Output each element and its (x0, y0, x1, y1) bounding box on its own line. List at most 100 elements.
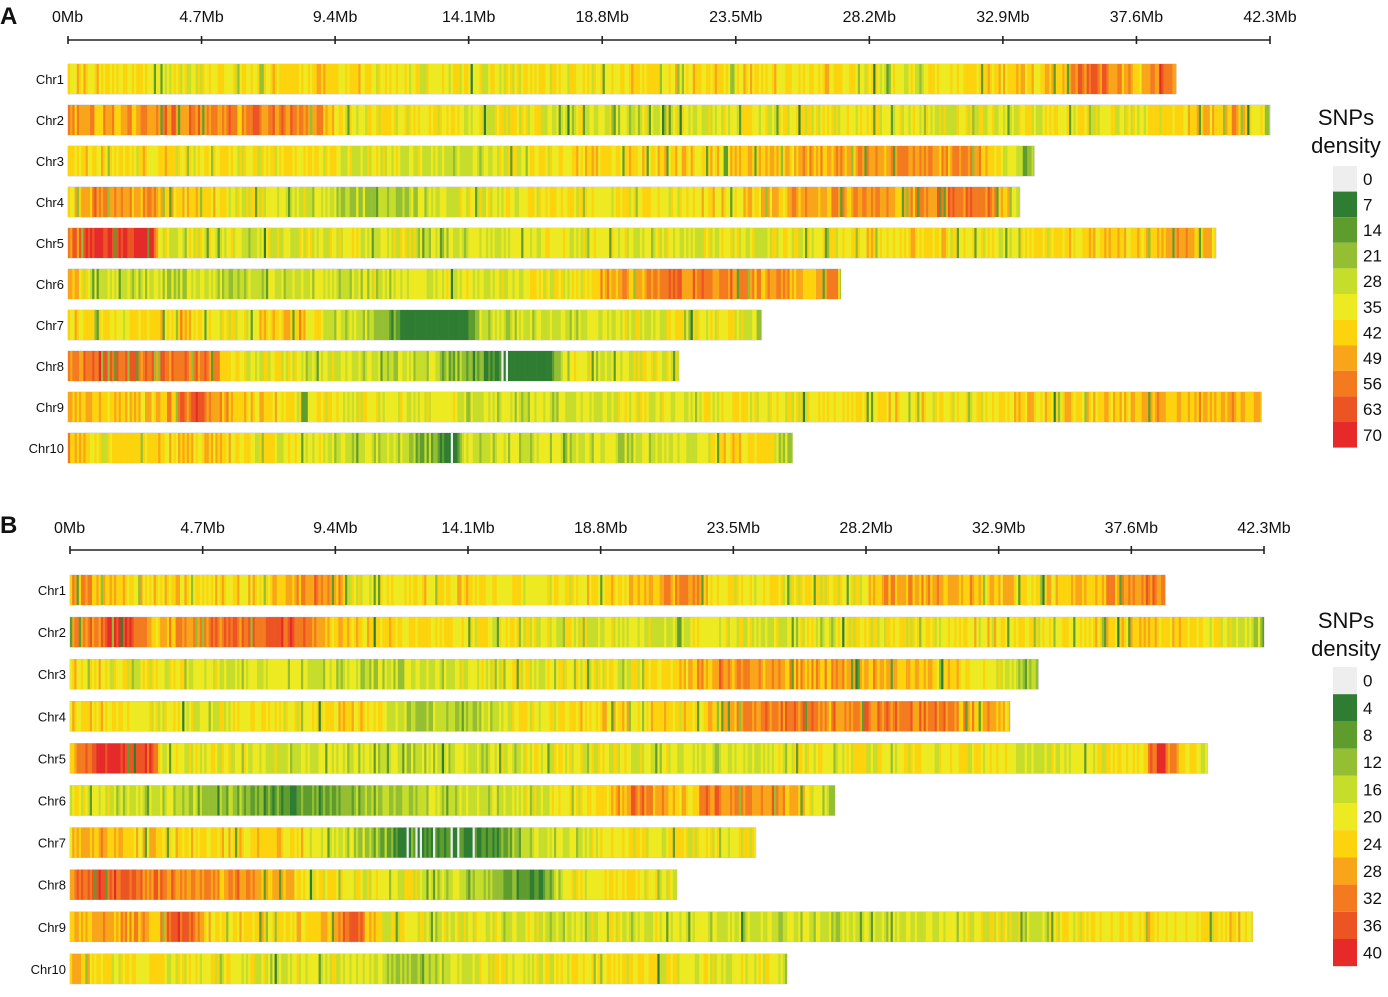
density-cell (167, 187, 170, 217)
density-cell (149, 351, 152, 381)
density-cell (409, 310, 412, 340)
density-cell (85, 146, 89, 176)
density-cell (217, 187, 221, 217)
density-cell (1130, 575, 1133, 605)
density-cell (688, 187, 691, 217)
density-cell (417, 269, 421, 299)
density-cell (327, 433, 331, 463)
density-cell (697, 105, 700, 135)
density-cell (629, 105, 632, 135)
density-cell (974, 146, 977, 176)
density-cell (750, 433, 753, 463)
density-cell (611, 351, 614, 381)
density-cell (213, 269, 216, 299)
density-cell (642, 575, 645, 605)
density-cell (290, 187, 293, 217)
density-cell (147, 392, 150, 422)
density-cell (175, 228, 179, 258)
density-cell (710, 575, 713, 605)
density-cell (129, 64, 133, 94)
density-cell (105, 617, 108, 648)
density-cell (1003, 105, 1006, 135)
density-cell (1104, 392, 1107, 422)
density-cell (675, 392, 678, 422)
density-cell (178, 351, 181, 381)
density-cell (376, 228, 379, 258)
density-cell (111, 617, 115, 648)
density-cell (934, 64, 938, 94)
density-cell (596, 392, 599, 422)
density-cell (182, 392, 185, 422)
density-cell (167, 310, 170, 340)
density-cell (208, 64, 212, 94)
density-cell (809, 269, 812, 299)
density-cell (398, 269, 401, 299)
density-cell (228, 64, 232, 94)
density-cell (523, 351, 526, 381)
density-cell (270, 392, 273, 422)
density-cell (981, 105, 984, 135)
density-cell (547, 105, 551, 135)
density-cell (312, 310, 315, 340)
density-cell (426, 269, 430, 299)
density-cell (668, 351, 672, 381)
density-cell (659, 187, 663, 217)
density-cell (314, 392, 317, 422)
density-cell (1124, 228, 1127, 258)
density-cell (349, 146, 353, 176)
density-cell (547, 269, 551, 299)
density-cell (472, 575, 476, 605)
density-cell (580, 392, 584, 422)
density-cell (332, 392, 335, 422)
density-cell (175, 351, 179, 381)
density-cell (389, 575, 392, 605)
density-cell (866, 575, 869, 605)
density-cell (776, 433, 779, 463)
density-cell (1104, 228, 1107, 258)
density-cell (622, 351, 625, 381)
density-cell (1251, 392, 1255, 422)
density-cell (985, 146, 988, 176)
density-cell (288, 187, 291, 217)
density-cell (701, 64, 705, 94)
density-cell (457, 187, 460, 217)
density-cell (1033, 105, 1037, 135)
density-cell (1055, 105, 1059, 135)
density-cell (296, 575, 300, 605)
density-cell (906, 575, 909, 605)
density-cell (1055, 228, 1059, 258)
density-cell (114, 433, 117, 463)
density-cell (281, 617, 284, 648)
density-cell (233, 433, 236, 463)
density-cell (182, 575, 185, 605)
density-cell (224, 392, 227, 422)
density-cell (1049, 64, 1052, 94)
density-cell (710, 105, 713, 135)
density-cell (364, 575, 368, 605)
density-cell (1165, 392, 1169, 422)
density-cell (356, 105, 359, 135)
density-cell (494, 392, 498, 422)
density-cell (371, 187, 375, 217)
density-cell (690, 433, 694, 463)
density-cell (233, 187, 236, 217)
density-cell (74, 64, 78, 94)
density-cell (937, 146, 940, 176)
density-cell (365, 105, 368, 135)
density-cell (362, 269, 366, 299)
density-cell (200, 433, 203, 463)
density-cell (305, 146, 309, 176)
density-cell (464, 269, 467, 299)
density-cell (270, 617, 273, 648)
density-cell (356, 310, 359, 340)
density-cell (1053, 105, 1057, 135)
density-cell (1130, 105, 1134, 135)
density-cell (686, 105, 689, 135)
density-cell (501, 105, 504, 135)
density-cell (800, 64, 804, 94)
density-cell (688, 575, 691, 605)
density-cell (241, 575, 245, 605)
density-cell (127, 269, 130, 299)
density-cell (340, 392, 344, 422)
density-cell (600, 575, 603, 605)
